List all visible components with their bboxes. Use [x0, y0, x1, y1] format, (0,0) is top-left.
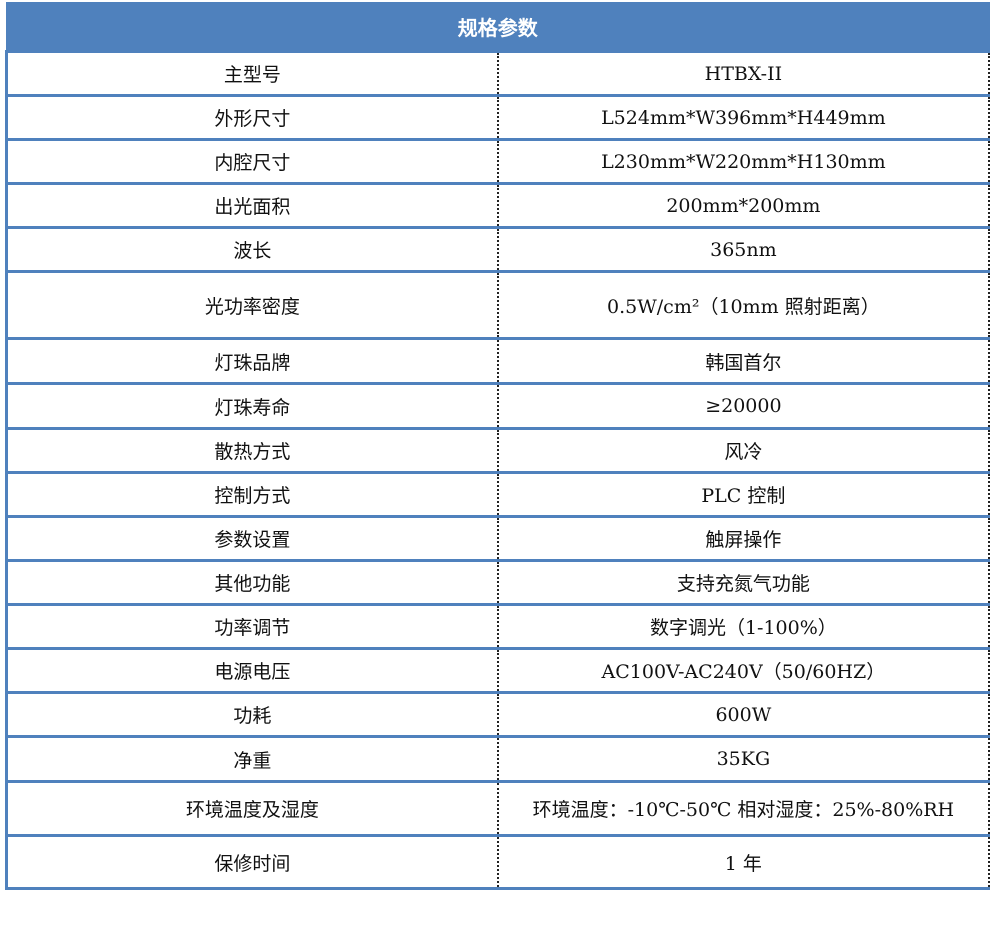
table-row: 外形尺寸 L524mm*W396mm*H449mm: [4, 94, 991, 141]
spec-value: AC100V-AC240V（50/60HZ）: [497, 647, 991, 694]
spec-value: HTBX-II: [497, 50, 991, 97]
table-row: 环境温度及湿度 环境温度：-10℃-50℃ 相对湿度：25%-80%RH: [4, 780, 991, 837]
spec-value: 触屏操作: [497, 515, 991, 562]
spec-value: PLC 控制: [497, 471, 991, 518]
table-row: 控制方式 PLC 控制: [4, 471, 991, 518]
spec-label: 功率调节: [4, 603, 499, 650]
table-row: 出光面积 200mm*200mm: [4, 182, 991, 229]
table-row: 内腔尺寸 L230mm*W220mm*H130mm: [4, 138, 991, 185]
spec-label: 灯珠品牌: [4, 337, 499, 385]
table-title: 规格参数: [6, 2, 990, 52]
table-row: 功耗 600W: [4, 691, 991, 738]
spec-label: 保修时间: [4, 834, 499, 890]
spec-value: 韩国首尔: [497, 337, 991, 385]
table-row: 保修时间 1 年: [4, 834, 991, 890]
spec-value: 0.5W/cm²（10mm 照射距离）: [497, 270, 991, 340]
spec-table: 规格参数 主型号 HTBX-II 外形尺寸 L524mm*W396mm*H449mm 内…: [4, 2, 991, 890]
table-row: 电源电压 AC100V-AC240V（50/60HZ）: [4, 647, 991, 694]
spec-value: 数字调光（1-100%）: [497, 603, 991, 650]
table-row: 功率调节 数字调光（1-100%）: [4, 603, 991, 650]
spec-label: 电源电压: [4, 647, 499, 694]
table-row: 其他功能 支持充氮气功能: [4, 559, 991, 606]
spec-label: 参数设置: [4, 515, 499, 562]
spec-value: 35KG: [497, 735, 991, 783]
spec-value: 365nm: [497, 226, 991, 273]
spec-value: 环境温度：-10℃-50℃ 相对湿度：25%-80%RH: [497, 780, 991, 837]
spec-label: 净重: [4, 735, 499, 783]
spec-label: 控制方式: [4, 471, 499, 518]
table-row: 灯珠寿命 ≥20000: [4, 382, 991, 430]
spec-value: 1 年: [497, 834, 991, 890]
table-row: 散热方式 风冷: [4, 427, 991, 474]
table-row: 灯珠品牌 韩国首尔: [4, 337, 991, 385]
spec-value: 支持充氮气功能: [497, 559, 991, 606]
spec-value: L230mm*W220mm*H130mm: [497, 138, 991, 185]
spec-value: 200mm*200mm: [497, 182, 991, 229]
table-row: 波长 365nm: [4, 226, 991, 273]
spec-label: 散热方式: [4, 427, 499, 474]
spec-label: 灯珠寿命: [4, 382, 499, 430]
spec-value: ≥20000: [497, 382, 991, 430]
spec-value: L524mm*W396mm*H449mm: [497, 94, 991, 141]
spec-label: 出光面积: [4, 182, 499, 229]
table-row: 净重 35KG: [4, 735, 991, 783]
spec-label: 功耗: [4, 691, 499, 738]
spec-value: 风冷: [497, 427, 991, 474]
spec-label: 外形尺寸: [4, 94, 499, 141]
table-row: 参数设置 触屏操作: [4, 515, 991, 562]
spec-label: 光功率密度: [4, 270, 499, 340]
spec-label: 环境温度及湿度: [4, 780, 499, 837]
table-row: 主型号 HTBX-II: [4, 50, 991, 97]
spec-label: 波长: [4, 226, 499, 273]
spec-value: 600W: [497, 691, 991, 738]
spec-label: 内腔尺寸: [4, 138, 499, 185]
spec-label: 其他功能: [4, 559, 499, 606]
table-row: 光功率密度 0.5W/cm²（10mm 照射距离）: [4, 270, 991, 340]
spec-label: 主型号: [4, 50, 499, 97]
